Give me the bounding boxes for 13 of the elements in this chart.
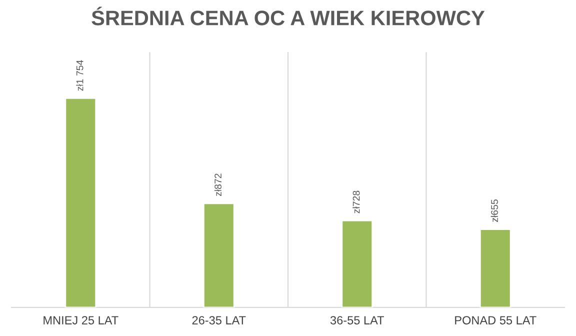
x-tick-label: 36-55 LAT <box>330 316 384 324</box>
bar <box>479 228 512 308</box>
x-tick-label: MNIEJ 25 LAT <box>44 316 118 324</box>
x-tick-label: PONAD 55 LAT <box>455 316 536 324</box>
data-label: zł872 <box>214 174 222 196</box>
bar <box>341 220 374 308</box>
x-tick-label: 26-35 LAT <box>192 316 246 324</box>
bar <box>202 202 235 308</box>
data-label: zł728 <box>352 190 360 214</box>
bar <box>64 97 97 308</box>
data-label: zł1 754 <box>76 60 84 91</box>
chart-title: ŚREDNIA CENA OC A WIEK KIEROWCY <box>92 6 485 26</box>
data-label: zł655 <box>490 199 498 222</box>
